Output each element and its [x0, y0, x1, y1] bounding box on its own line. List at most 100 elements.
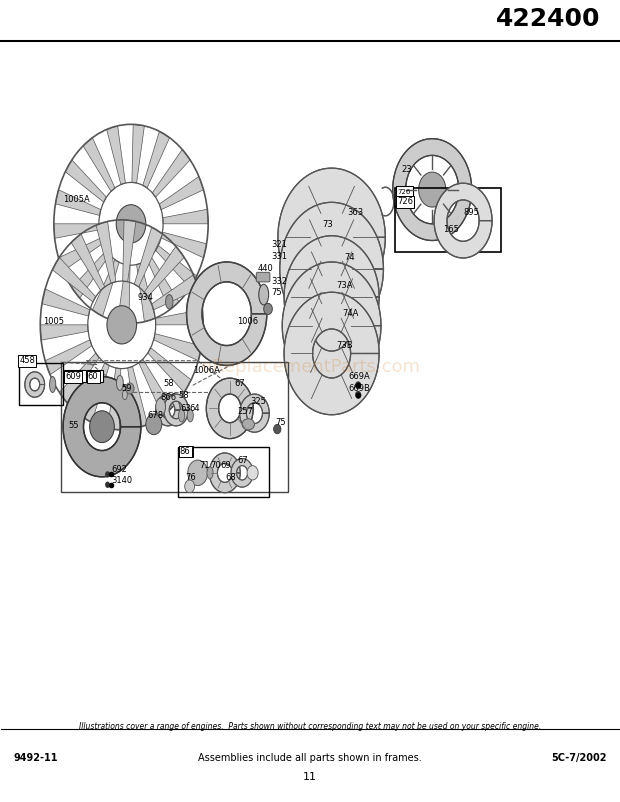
Ellipse shape [207, 467, 213, 479]
Text: 70: 70 [210, 460, 221, 470]
Polygon shape [128, 367, 148, 428]
Polygon shape [143, 132, 170, 188]
Text: 86: 86 [180, 448, 190, 456]
Text: 669A: 669A [348, 372, 370, 381]
Text: 609: 609 [68, 373, 82, 379]
Polygon shape [52, 257, 95, 302]
FancyBboxPatch shape [87, 371, 103, 382]
Text: 669B: 669B [348, 384, 370, 393]
Text: 458: 458 [22, 356, 38, 366]
Polygon shape [136, 263, 156, 322]
Polygon shape [152, 275, 198, 310]
Polygon shape [163, 209, 208, 224]
Circle shape [247, 466, 258, 480]
Polygon shape [231, 459, 253, 487]
Text: 726: 726 [397, 197, 413, 206]
Text: 60: 60 [90, 373, 99, 379]
Text: 726: 726 [398, 189, 411, 196]
Text: 86: 86 [182, 448, 190, 455]
Text: 59: 59 [122, 384, 132, 393]
Text: 60: 60 [88, 372, 99, 381]
Text: 440: 440 [257, 264, 273, 273]
Text: 75: 75 [275, 418, 285, 427]
Polygon shape [123, 220, 136, 282]
Text: 325: 325 [250, 397, 267, 406]
Text: 609: 609 [65, 372, 81, 381]
Polygon shape [156, 394, 180, 426]
Circle shape [264, 303, 272, 314]
Polygon shape [108, 368, 121, 430]
Circle shape [355, 391, 361, 399]
Polygon shape [139, 359, 172, 415]
Text: 895: 895 [463, 209, 479, 217]
Text: Assemblies include all parts shown in frames.: Assemblies include all parts shown in fr… [198, 753, 422, 763]
Text: 11: 11 [303, 772, 317, 782]
Text: 866: 866 [161, 393, 177, 402]
Text: 165: 165 [443, 225, 459, 234]
Polygon shape [63, 377, 141, 477]
Polygon shape [159, 176, 203, 209]
Polygon shape [45, 340, 92, 375]
Text: 257: 257 [237, 407, 253, 416]
Ellipse shape [50, 377, 56, 392]
Text: 1006: 1006 [237, 317, 259, 326]
Polygon shape [54, 224, 99, 238]
Polygon shape [83, 138, 115, 192]
Text: 67: 67 [237, 456, 248, 465]
Polygon shape [164, 394, 188, 426]
Text: 331: 331 [271, 252, 287, 261]
Text: 58: 58 [163, 379, 174, 388]
Polygon shape [147, 256, 179, 310]
Circle shape [185, 480, 195, 492]
Polygon shape [210, 453, 241, 492]
Polygon shape [132, 124, 144, 183]
Circle shape [125, 383, 134, 394]
Text: 1005: 1005 [43, 318, 64, 326]
Text: 23: 23 [401, 165, 412, 175]
Text: 69: 69 [221, 460, 231, 470]
Text: 64: 64 [190, 404, 200, 413]
FancyBboxPatch shape [396, 186, 413, 198]
Text: 422400: 422400 [495, 7, 600, 31]
Circle shape [90, 411, 114, 443]
Polygon shape [144, 246, 184, 297]
FancyBboxPatch shape [179, 446, 193, 457]
Ellipse shape [242, 419, 254, 430]
Polygon shape [206, 379, 253, 439]
Text: 5C-7/2002: 5C-7/2002 [551, 753, 606, 763]
Polygon shape [92, 260, 119, 316]
Polygon shape [135, 227, 162, 287]
Polygon shape [118, 265, 130, 323]
Polygon shape [148, 348, 191, 392]
Ellipse shape [122, 390, 127, 399]
Text: 74: 74 [344, 253, 355, 262]
Polygon shape [156, 245, 197, 288]
Polygon shape [60, 353, 99, 403]
Polygon shape [58, 238, 103, 271]
Circle shape [105, 481, 110, 488]
Ellipse shape [166, 294, 173, 309]
Text: 1006A: 1006A [193, 366, 219, 375]
Polygon shape [65, 160, 107, 202]
Polygon shape [280, 202, 383, 336]
Text: 75: 75 [271, 288, 281, 297]
Polygon shape [284, 292, 379, 415]
Circle shape [146, 414, 162, 435]
FancyBboxPatch shape [256, 273, 270, 282]
Circle shape [116, 205, 146, 243]
Text: 678: 678 [147, 411, 163, 419]
Text: 63: 63 [180, 404, 191, 413]
Polygon shape [282, 262, 381, 389]
Text: 332: 332 [271, 277, 287, 286]
Text: 67: 67 [235, 379, 246, 388]
Ellipse shape [179, 409, 185, 422]
Ellipse shape [259, 284, 268, 305]
Polygon shape [96, 221, 116, 283]
Polygon shape [284, 236, 379, 358]
Polygon shape [25, 372, 45, 397]
Text: 74A: 74A [343, 310, 359, 318]
Polygon shape [107, 126, 125, 184]
Polygon shape [278, 168, 385, 306]
Polygon shape [161, 232, 206, 257]
Text: 321: 321 [271, 241, 287, 249]
